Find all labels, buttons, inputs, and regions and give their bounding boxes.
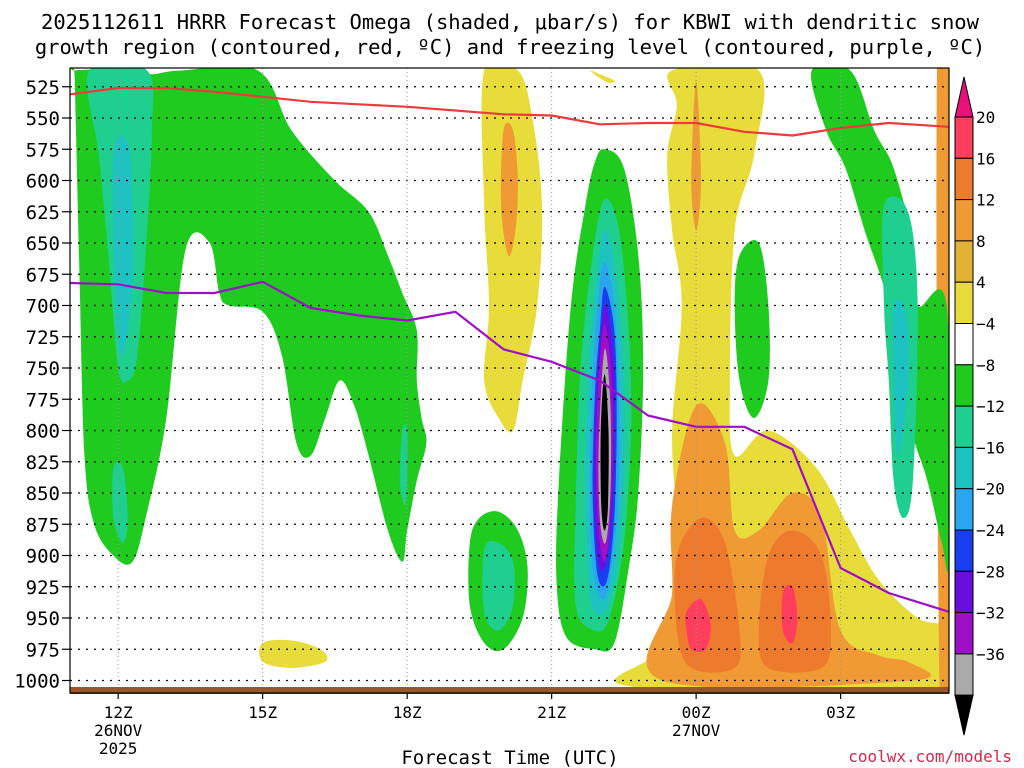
omega-region [734,239,770,418]
omega-region [399,424,408,506]
y-tick-label: 875 [26,514,60,536]
colorbar-label: 16 [976,149,995,168]
colorbar-swatch [954,116,974,159]
colorbar-label: −12 [976,397,1005,416]
dendritic-growth-region-contour [70,86,949,137]
x-tick-label: 15Z [248,703,277,722]
y-tick-label: 625 [26,202,60,224]
y-tick-label: 825 [26,452,60,474]
surface-strip [70,687,949,694]
x-tick-label: 18Z [393,703,422,722]
axes: 525 550 575 600 625 650 675 700 725 750 775 800 825 8… [14,77,855,758]
y-tick-label: 975 [26,639,60,661]
omega-region [590,70,615,84]
omega-shading [70,68,949,693]
colorbar-swatch [954,323,974,366]
colorbar-swatch [954,612,974,655]
omega-region [781,584,798,644]
x-axis-label: Forecast Time (UTC) [401,747,618,768]
y-tick-label: 1000 [14,671,60,693]
omega-region [810,68,949,573]
y-tick-label: 675 [26,264,60,286]
colorbar-swatch [954,570,974,614]
credit-text: coolwx.com/models [848,747,1012,766]
colorbar-label: 12 [976,191,995,210]
y-tick-label: 600 [26,171,60,193]
omega-region [500,122,518,257]
y-tick-label: 775 [26,389,60,411]
colorbar-label: −36 [976,645,1005,664]
colorbar-swatch [954,199,974,242]
omega-region [112,461,128,543]
colorbar-swatch [954,281,974,325]
colorbar-swatch [954,240,974,283]
colorbar-swatch [954,364,974,407]
x-tick-label: 12Z [104,703,133,722]
omega-region [70,68,427,565]
colorbar-swatch [954,446,974,490]
y-tick-label: 925 [26,577,60,599]
freezing-level-contour [70,280,949,613]
colorbar-label: −16 [976,438,1005,457]
chart-title-line1: 2025112611 HRRR Forecast Omega (shaded, … [41,10,980,34]
y-tick-label: 800 [26,421,60,443]
contours [70,86,949,613]
x-tick-sublabel: 26NOV [94,721,143,740]
omega-region [685,598,711,653]
colorbar-swatch [954,653,974,696]
colorbar-label: 8 [976,232,986,251]
y-tick-label: 700 [26,296,60,318]
x-tick-label: 00Z [682,703,711,722]
gridlines [70,68,949,693]
colorbar-label: 20 [976,108,995,127]
colorbar-swatch [954,157,974,201]
colorbar-label: −32 [976,604,1005,623]
y-tick-label: 850 [26,483,60,505]
omega-region [892,299,909,456]
y-tick-label: 725 [26,327,60,349]
x-tick-sublabel: 2025 [99,739,138,758]
colorbar: 20 16 12 8 4 −4 −8 −12 −16 −20 −24 −28 −32 −36 [954,76,1005,736]
y-tick-label: 550 [26,108,60,130]
colorbar-label: −4 [976,315,995,334]
y-tick-label: 650 [26,233,60,255]
y-tick-label: 525 [26,77,60,99]
colorbar-label: −24 [976,521,1005,540]
y-tick-label: 750 [26,358,60,380]
colorbar-top-arrow [954,76,974,118]
colorbar-label: −20 [976,480,1005,499]
colorbar-label: −8 [976,356,995,375]
y-tick-label: 575 [26,139,60,161]
colorbar-swatch [954,405,974,448]
colorbar-swatch [954,529,974,572]
colorbar-label: −28 [976,562,1005,581]
x-tick-label: 21Z [537,703,566,722]
y-tick-label: 900 [26,546,60,568]
x-tick-label: 03Z [826,703,855,722]
x-tick-sublabel: 27NOV [672,721,721,740]
omega-region [600,374,609,531]
y-tick-label: 950 [26,608,60,630]
plot-frame [69,67,950,694]
chart-title-line2: growth region (contoured, red, ºC) and f… [35,35,985,59]
omega-region [482,540,515,631]
omega-region [691,80,701,231]
omega-region [259,639,328,668]
colorbar-label: 4 [976,273,986,292]
colorbar-bottom-arrow [954,694,974,736]
colorbar-swatch [954,488,974,531]
